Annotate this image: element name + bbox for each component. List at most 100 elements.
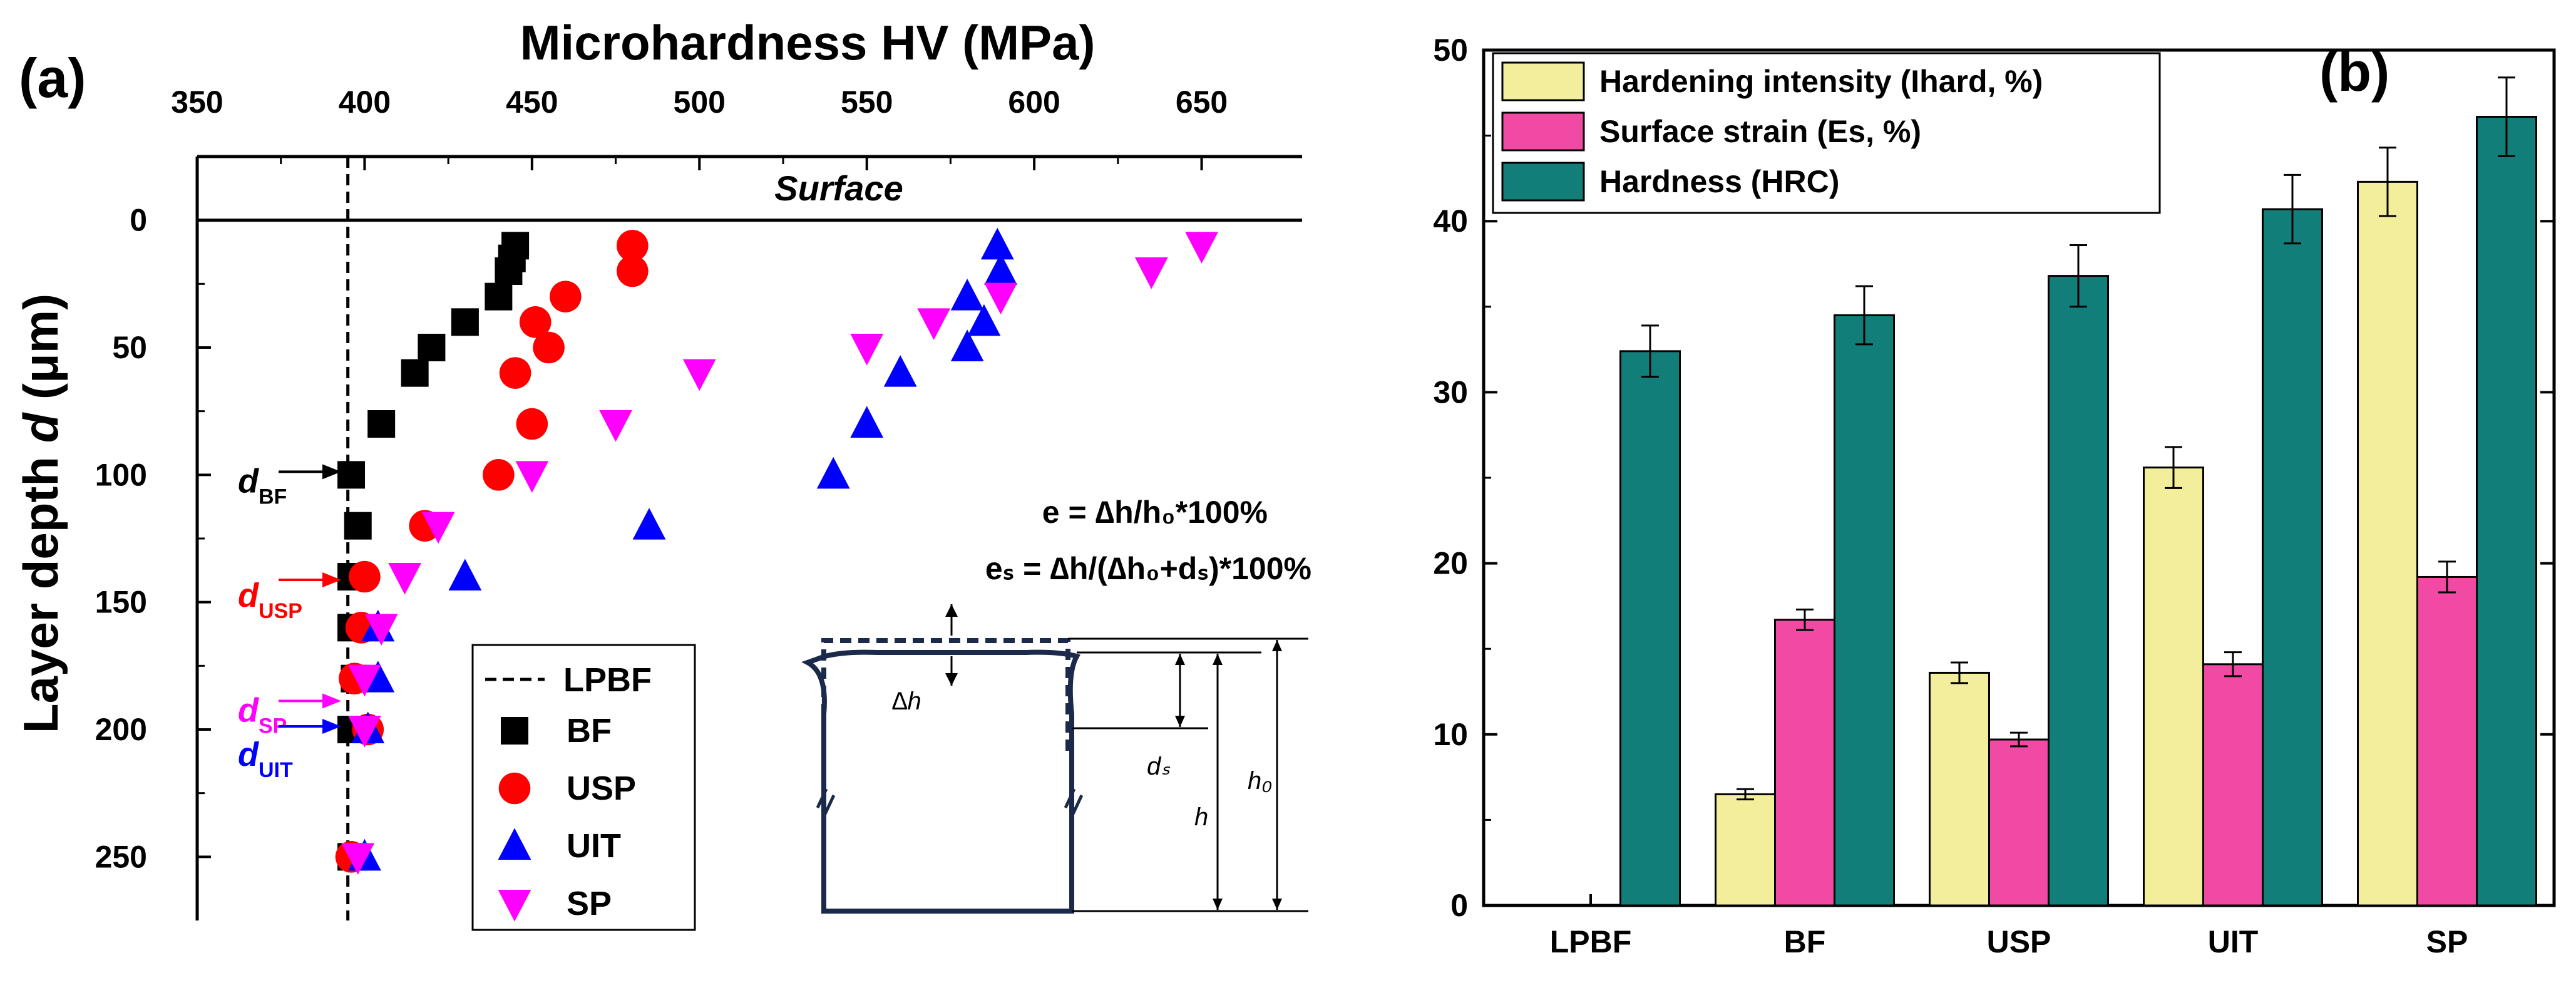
- bar-bf-series-2: [1834, 314, 1895, 907]
- bar-uit-series-2: [2262, 208, 2323, 907]
- data-point-sp: [341, 843, 375, 875]
- x-tick-label: BF: [1784, 924, 1826, 959]
- y-tick-label: 50: [1433, 33, 1468, 68]
- bar-uit-series-1: [2202, 663, 2264, 907]
- legend-lpbf-label: LPBF: [563, 661, 652, 699]
- data-point-bf: [401, 359, 429, 387]
- data-point-uit: [950, 279, 984, 311]
- depth-marker-arrowhead: [322, 572, 341, 587]
- equation-es: eₛ = ∆h/(∆h₀+dₛ)*100%: [985, 551, 1311, 586]
- bar-uit-series-0: [2143, 467, 2204, 907]
- x-tick-label: 450: [506, 85, 558, 120]
- data-point-usp: [617, 255, 649, 287]
- data-point-usp: [550, 281, 582, 312]
- equation-e: e = ∆h/h₀*100%: [1042, 495, 1268, 530]
- legend-b-label-2: Hardness (HRC): [1599, 164, 1839, 199]
- x-tick-label: USP: [1987, 924, 2051, 959]
- depth-marker-arrowhead: [322, 693, 341, 709]
- data-point-bf: [344, 512, 372, 540]
- panel-a-legend: LPBF BF USP UIT SP: [471, 644, 696, 931]
- x-tick-label: 500: [674, 85, 726, 120]
- data-point-uit: [950, 329, 984, 361]
- data-point-uit: [816, 456, 850, 489]
- legend-b-swatch-1: [1501, 111, 1585, 152]
- depth-marker-uit: dUIT: [238, 736, 293, 782]
- deformed-profile: [801, 649, 1080, 914]
- h0-arrowhead-top: [1272, 640, 1282, 651]
- y-axis-title: Layer depth d (μm): [13, 294, 68, 733]
- depth-marker-symbol: d: [238, 691, 259, 729]
- x-axis-title: Microhardness HV (MPa): [520, 15, 1096, 70]
- x-tick-label: LPBF: [1550, 924, 1632, 959]
- panel-b-legend: Hardening intensity (Ihard, %) Surface st…: [1492, 52, 2161, 214]
- legend-series-items: BF USP UIT SP: [498, 712, 636, 922]
- legend-b-swatch-2: [1501, 162, 1585, 202]
- y-tick-label: 100: [95, 457, 147, 492]
- data-point-uit: [980, 227, 1014, 260]
- depth-marker-subscript: UIT: [259, 758, 293, 782]
- data-point-usp: [533, 331, 565, 364]
- y-tick-label: 250: [95, 839, 147, 874]
- data-point-bf: [485, 282, 513, 311]
- depth-marker-bf: dBF: [238, 462, 287, 508]
- h-arrowhead-bottom: [1213, 899, 1223, 910]
- break-mark-left: [816, 788, 836, 815]
- data-point-uit: [967, 304, 1001, 336]
- y-tick-label: 10: [1433, 717, 1468, 752]
- data-point-sp: [421, 512, 455, 544]
- deformation-schematic: e = ∆h/h₀*100% eₛ = ∆h/(∆h₀+dₛ)*100%: [757, 410, 1311, 920]
- surface-label: Surface: [774, 168, 903, 208]
- depth-marker-symbol: d: [238, 577, 259, 614]
- data-point-bf: [367, 410, 396, 438]
- h-arrowhead-top: [1213, 654, 1223, 665]
- bar-sp-series-1: [2416, 575, 2478, 907]
- dh-arrowhead-down: [945, 673, 958, 686]
- legend-marker-uit: [498, 828, 531, 860]
- x-tick-label: SP: [2426, 924, 2468, 959]
- y-tick-label: 40: [1433, 204, 1468, 239]
- bar-lpbf-series-2: [1619, 350, 1681, 907]
- x-tick-label: UIT: [2208, 924, 2259, 959]
- y-axis-title-var: d: [13, 412, 68, 443]
- legend-marker-usp: [498, 772, 531, 805]
- legend-b-label-1: Surface strain (Es, %): [1599, 114, 1921, 149]
- data-point-usp: [519, 306, 552, 338]
- data-point-sp: [682, 359, 716, 391]
- bar-sp-series-2: [2476, 116, 2537, 907]
- ds-arrowhead-top: [1175, 654, 1185, 665]
- y-axis-title-unit: (μm): [13, 294, 68, 413]
- data-point-sp: [917, 308, 951, 340]
- legend-b-box: [1492, 52, 2161, 214]
- data-point-sp: [348, 664, 381, 697]
- data-point-uit: [448, 559, 482, 590]
- depth-marker-sp: dSP: [238, 691, 287, 738]
- panel-b-bars: [1619, 76, 2537, 907]
- data-point-usp: [617, 230, 649, 262]
- bar-bf-series-0: [1715, 793, 1776, 907]
- x-tick-label: 550: [841, 85, 893, 120]
- data-point-bf: [337, 461, 366, 489]
- data-point-sp: [515, 461, 549, 493]
- legend-b-items: Hardening intensity (Ihard, %) Surface st…: [1501, 61, 2043, 202]
- panel-a-marks: [335, 157, 1218, 920]
- bar-bf-series-1: [1774, 619, 1835, 907]
- bar-usp-series-0: [1929, 671, 1990, 907]
- legend-label-bf: BF: [567, 712, 612, 750]
- depth-marker-arrowhead: [322, 719, 341, 734]
- y-tick-label: 150: [95, 585, 147, 620]
- schematic-background: [757, 410, 1302, 920]
- data-point-usp: [516, 408, 548, 440]
- data-point-sp: [348, 716, 381, 748]
- data-point-bf: [418, 334, 446, 361]
- data-point-sp: [1185, 232, 1218, 264]
- x-tick-label: 400: [339, 85, 391, 120]
- panel-b-axes: 0 10 20 30 40 50 LPBF BF USP UIT SP: [1433, 33, 2556, 959]
- legend-marker-bf: [501, 717, 528, 745]
- data-point-bf: [495, 257, 523, 285]
- dh-arrowhead-up: [945, 604, 958, 617]
- depth-marker-symbol: d: [238, 462, 259, 500]
- depth-marker-subscript: BF: [259, 485, 287, 508]
- data-point-usp: [483, 459, 515, 491]
